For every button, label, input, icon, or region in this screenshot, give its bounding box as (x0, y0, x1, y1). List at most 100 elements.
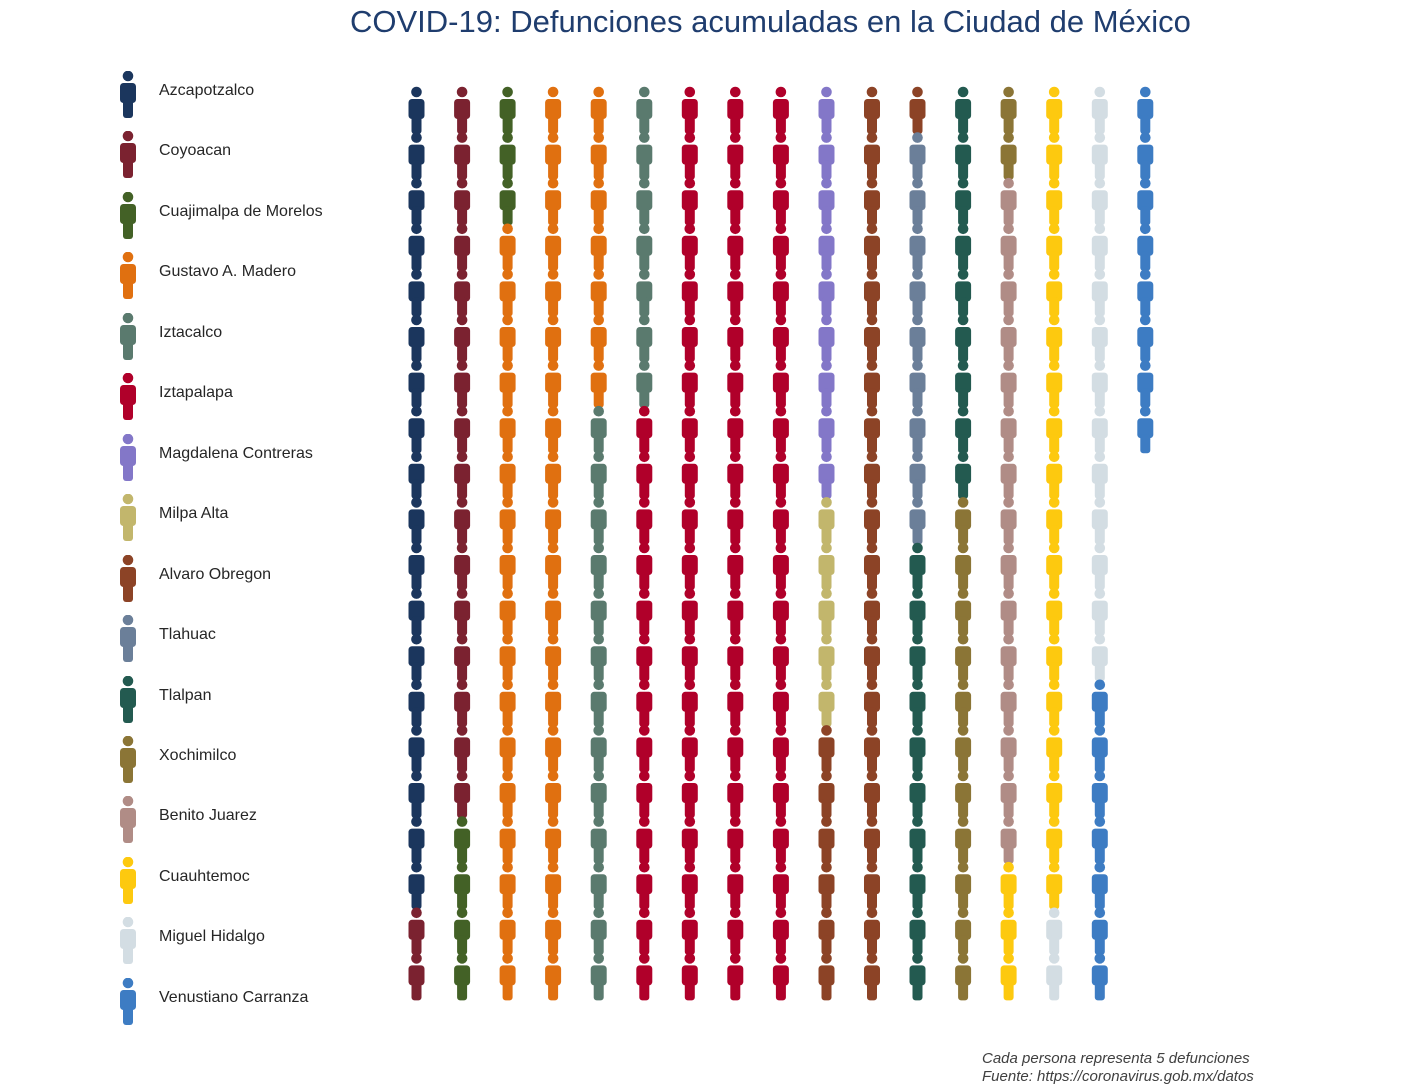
legend-label: Iztapalapa (159, 384, 233, 402)
person-icon (590, 177, 607, 226)
person-icon (120, 856, 136, 904)
person-icon (545, 861, 562, 910)
legend-item: Coyoacan (110, 131, 400, 191)
person-icon (909, 269, 926, 317)
person-icon (955, 816, 972, 864)
person-icon (1000, 542, 1017, 590)
person-icon (1000, 314, 1017, 362)
person-icon (120, 675, 136, 723)
person-icon (590, 953, 607, 1001)
person-icon (454, 679, 471, 727)
person-icon (408, 314, 425, 362)
person-icon (864, 360, 880, 408)
person-icon (909, 542, 926, 590)
person-icon (1046, 314, 1063, 362)
person-icon (681, 588, 698, 636)
legend-label: Miguel Hidalgo (159, 928, 265, 946)
person-icon (120, 977, 136, 1025)
person-icon (909, 497, 926, 545)
person-icon (864, 86, 880, 134)
person-icon (590, 132, 607, 180)
person-icon (818, 360, 835, 408)
person-icon (955, 861, 972, 910)
person-icon (955, 679, 972, 727)
person-icon (955, 633, 972, 682)
person-icon (1046, 86, 1063, 134)
legend-item: Cuauhtemoc (110, 856, 400, 917)
person-icon (636, 269, 653, 317)
person-icon (727, 451, 744, 499)
person-icon (636, 451, 653, 499)
legend-item: Tlahuac (110, 615, 400, 675)
person-icon (909, 953, 926, 1001)
person-icon (590, 633, 607, 682)
person-icon (1046, 770, 1063, 818)
person-icon (818, 314, 835, 362)
person-icon (1091, 405, 1108, 454)
legend-item: Milpa Alta (110, 494, 400, 554)
legend-item: Iztacalco (110, 312, 400, 373)
person-icon (727, 269, 744, 317)
person-icon (590, 269, 607, 317)
person-icon (454, 542, 471, 590)
person-icon (545, 633, 562, 682)
person-icon (909, 770, 926, 818)
person-icon (955, 86, 972, 134)
person-icon (1046, 451, 1063, 499)
person-icon (454, 588, 471, 636)
person-icon (727, 588, 744, 636)
person-icon (1137, 269, 1154, 317)
person-icon (1000, 269, 1017, 317)
person-icon (545, 269, 562, 317)
person-icon (864, 770, 880, 818)
person-icon (408, 953, 425, 1001)
person-icon (636, 770, 653, 818)
person-icon (1046, 907, 1063, 955)
legend-item: Benito Juarez (110, 796, 400, 856)
person-icon (772, 497, 789, 545)
person-icon (408, 86, 425, 134)
person-icon (120, 252, 136, 300)
person-icon (772, 953, 789, 1001)
person-icon (545, 816, 562, 864)
person-icon (772, 816, 789, 864)
person-icon (454, 907, 471, 955)
person-icon (120, 494, 136, 542)
person-icon (818, 725, 835, 773)
person-icon (1046, 816, 1063, 864)
person-icon (454, 314, 471, 362)
person-icon (727, 177, 744, 226)
person-icon (1000, 770, 1017, 818)
person-icon (681, 907, 698, 955)
person-icon (1091, 497, 1108, 545)
person-icon (590, 861, 607, 910)
person-icon (545, 953, 562, 1001)
legend-label: Xochimilco (159, 746, 237, 764)
legend-item: Magdalena Contreras (110, 433, 400, 494)
person-icon (864, 405, 880, 454)
person-icon (590, 86, 607, 134)
person-icon (1000, 861, 1017, 910)
person-icon (636, 542, 653, 590)
person-icon (727, 223, 744, 271)
person-icon (909, 907, 926, 955)
person-icon (590, 314, 607, 362)
legend-label: Benito Juarez (159, 807, 257, 825)
person-icon (955, 177, 972, 226)
legend-item: Venustiano Carranza (110, 977, 400, 1038)
person-icon (636, 132, 653, 180)
person-icon (681, 132, 698, 180)
person-icon (727, 953, 744, 1001)
legend-item: Iztapalapa (110, 373, 400, 433)
person-icon (864, 861, 880, 910)
person-icon (681, 725, 698, 773)
person-icon (1137, 360, 1154, 408)
person-icon (681, 86, 698, 134)
person-icon (1091, 451, 1108, 499)
person-icon (955, 953, 972, 1001)
person-icon (864, 497, 880, 545)
legend-label: Coyoacan (159, 142, 232, 160)
person-icon (1091, 861, 1108, 910)
person-icon (454, 953, 471, 1001)
person-icon (727, 725, 744, 773)
